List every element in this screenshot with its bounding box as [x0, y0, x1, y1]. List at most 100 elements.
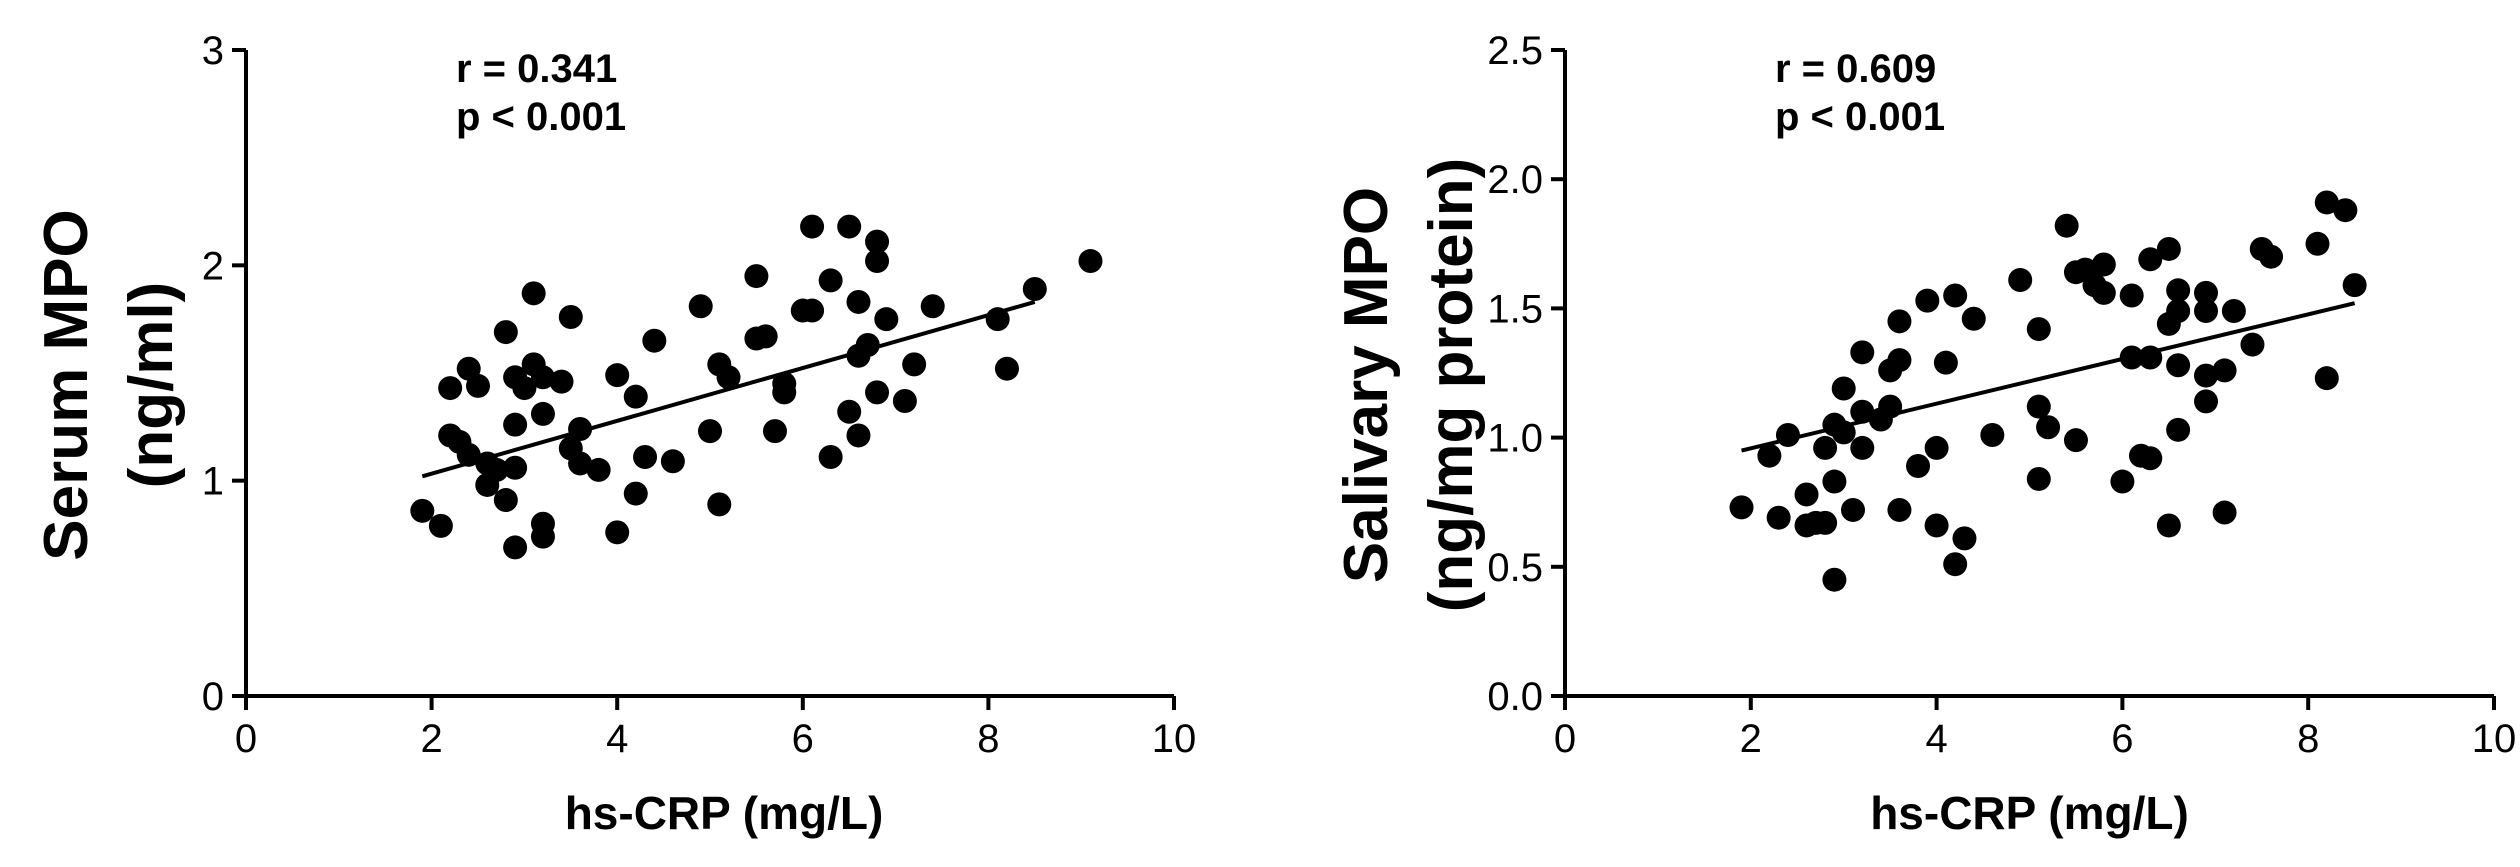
data-point	[1887, 309, 1912, 334]
data-point	[1813, 510, 1838, 535]
data-point	[410, 498, 435, 523]
x-tick-label: 10	[2472, 717, 2517, 761]
data-point	[846, 289, 871, 314]
data-point	[837, 399, 862, 424]
serum-mpo-axes: 0 1 2 3 0 2 4 6 8 10	[202, 29, 1197, 761]
x-tick-label: 4	[1925, 717, 1947, 761]
x-tick-label: 2	[420, 717, 442, 761]
data-point	[1757, 443, 1782, 468]
data-point	[818, 268, 843, 293]
x-tick-label: 8	[977, 717, 999, 761]
data-point	[605, 363, 630, 388]
y-tick-label: 2.0	[1487, 158, 1543, 202]
data-point	[512, 376, 537, 401]
data-point	[642, 328, 667, 353]
data-point	[902, 352, 927, 377]
data-point	[2036, 415, 2061, 440]
data-point	[2259, 244, 2284, 269]
data-point	[2063, 428, 2088, 453]
data-point	[568, 451, 593, 476]
data-point	[466, 373, 490, 398]
data-point	[2194, 280, 2219, 305]
data-point	[772, 380, 797, 405]
salivary-mpo-points	[1729, 190, 2367, 592]
x-tick-label: 4	[606, 717, 628, 761]
data-point	[2008, 267, 2033, 292]
data-point	[2138, 247, 2163, 272]
salivary-mpo-scatter-chart: 0.0 0.5 1.0 1.5 2.0 2.5 0 2 4 6 8 10 r = 0.609 p < …	[1332, 29, 2516, 839]
x-tick-label: 0	[1554, 717, 1576, 761]
data-point	[2138, 446, 2163, 471]
data-point	[2166, 278, 2191, 303]
y-tick-label: 0.0	[1487, 675, 1543, 719]
data-point	[865, 249, 890, 274]
data-point	[1822, 567, 1847, 592]
serum-mpo-p-value: p < 0.001	[456, 95, 626, 139]
data-point	[846, 423, 871, 448]
data-point	[1840, 497, 1865, 522]
data-point	[549, 369, 574, 394]
data-point	[874, 307, 899, 332]
data-point	[1943, 283, 1968, 308]
data-point	[530, 365, 555, 390]
data-point	[2212, 500, 2237, 525]
data-point	[994, 356, 1019, 381]
data-point	[2333, 198, 2358, 223]
data-point	[1822, 469, 1847, 494]
data-point	[493, 320, 518, 345]
data-point	[503, 455, 528, 480]
data-point	[1887, 497, 1912, 522]
data-point	[1915, 288, 1940, 313]
salivary-mpo-y-axis-title-line1: Salivary MPO	[1332, 187, 1401, 583]
data-point	[1078, 249, 1103, 274]
x-tick-label: 8	[2297, 717, 2319, 761]
x-tick-label: 2	[1740, 717, 1762, 761]
data-point	[521, 281, 546, 306]
data-point	[623, 481, 648, 506]
salivary-mpo-trendline	[1741, 301, 2356, 453]
data-point	[2026, 394, 2051, 419]
data-point	[2110, 469, 2135, 494]
data-point	[1813, 435, 1838, 460]
serum-mpo-y-axis-title-line2: (ng/ml)	[117, 282, 186, 489]
data-point	[1906, 454, 1931, 479]
data-point	[484, 457, 509, 482]
data-point	[920, 294, 945, 319]
data-point	[1766, 505, 1791, 530]
data-point	[800, 298, 825, 323]
y-tick-label: 0	[202, 675, 224, 719]
data-point	[1933, 350, 1958, 375]
data-point	[2091, 280, 2116, 305]
data-point	[558, 305, 583, 330]
data-point	[2221, 298, 2246, 323]
salivary-mpo-r-value: r = 0.609	[1775, 47, 1936, 91]
y-tick-label: 2.5	[1487, 29, 1543, 73]
salivary-mpo-x-axis-title: hs-CRP (mg/L)	[1870, 787, 2189, 839]
serum-mpo-trendline	[421, 300, 1036, 479]
data-point	[2240, 332, 2265, 357]
data-point	[503, 412, 528, 437]
data-point	[1022, 277, 1047, 302]
y-tick-label: 3	[202, 29, 224, 73]
data-point	[633, 444, 658, 469]
data-point	[2156, 513, 2181, 538]
data-point	[605, 520, 630, 545]
serum-mpo-r-value: r = 0.341	[456, 47, 617, 91]
data-point	[2166, 353, 2191, 378]
data-point	[1831, 376, 1856, 401]
data-point	[2166, 298, 2191, 323]
data-point	[493, 488, 518, 513]
y-tick-label: 1.0	[1487, 417, 1543, 461]
data-point	[530, 524, 555, 549]
data-point	[1952, 526, 1977, 551]
data-point	[1980, 423, 2005, 448]
data-point	[1943, 552, 1968, 577]
data-point	[2026, 466, 2051, 491]
data-point	[837, 214, 862, 239]
data-point	[762, 419, 787, 444]
data-point	[716, 365, 741, 390]
data-point	[818, 444, 843, 469]
salivary-mpo-y-axis-title-line2: (ng/mg protein)	[1417, 158, 1486, 613]
data-point	[428, 513, 453, 538]
